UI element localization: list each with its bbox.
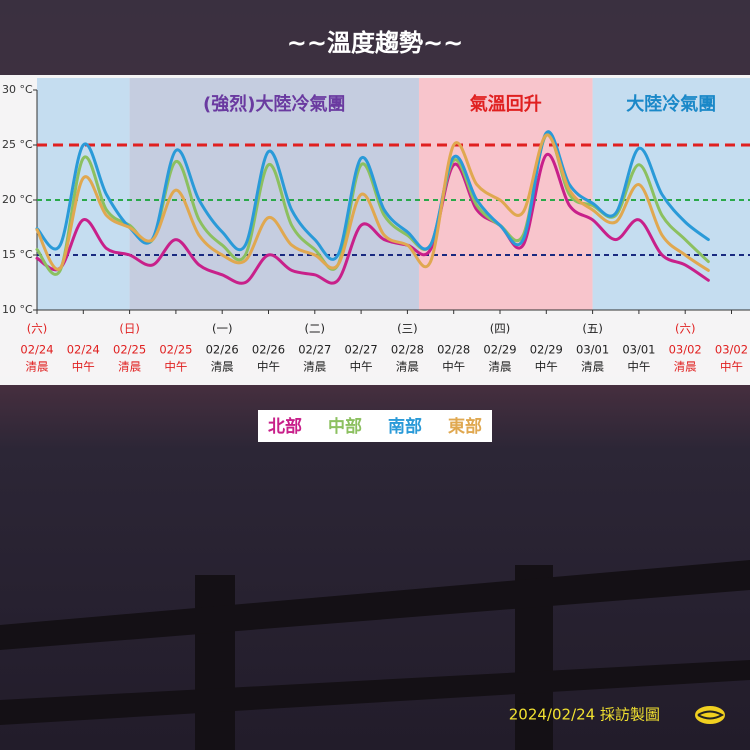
y-tick-label: 15 °C bbox=[2, 248, 33, 261]
region-label: 大陸冷氣團 bbox=[626, 93, 716, 115]
x-tick-label: 02/28 bbox=[391, 343, 424, 357]
fence bbox=[0, 560, 750, 750]
region bbox=[129, 78, 419, 310]
x-period-label: 清晨 bbox=[396, 360, 419, 374]
logo-mark bbox=[697, 710, 724, 720]
x-tick-label: 03/02 bbox=[669, 343, 702, 357]
x-period-label: 中午 bbox=[350, 360, 373, 374]
series-line bbox=[35, 133, 710, 272]
x-weekday-label: (三) bbox=[397, 322, 417, 336]
x-period-label: 中午 bbox=[442, 360, 465, 374]
x-tick-label: 02/24 bbox=[20, 343, 53, 357]
x-tick-label: 02/27 bbox=[345, 343, 378, 357]
x-tick-label: 02/29 bbox=[530, 343, 563, 357]
x-period-label: 中午 bbox=[72, 360, 95, 374]
x-tick-label: 02/25 bbox=[113, 343, 146, 357]
region bbox=[592, 78, 750, 310]
x-period-label: 中午 bbox=[535, 360, 558, 374]
legend-entry: 東部 bbox=[448, 416, 482, 437]
legend-entry: 中部 bbox=[328, 416, 362, 437]
x-tick-label: 02/29 bbox=[483, 343, 516, 357]
credit: 2024/02/24 採訪製圖 bbox=[509, 706, 660, 724]
x-tick-label: 02/26 bbox=[252, 343, 285, 357]
x-weekday-label: (四) bbox=[490, 322, 510, 336]
x-period-label: 中午 bbox=[627, 360, 650, 374]
x-period-label: 清晨 bbox=[674, 360, 697, 374]
x-tick-label: 02/26 bbox=[206, 343, 239, 357]
x-tick-label: 02/25 bbox=[159, 343, 192, 357]
y-tick-label: 25 °C bbox=[2, 138, 33, 151]
x-tick-label: 03/02 bbox=[715, 343, 748, 357]
x-period-label: 中午 bbox=[720, 360, 743, 374]
x-period-label: 清晨 bbox=[26, 360, 49, 374]
region bbox=[37, 78, 130, 310]
x-period-label: 清晨 bbox=[118, 360, 141, 374]
legend-entry: 北部 bbox=[268, 416, 302, 437]
x-weekday-label: (六) bbox=[27, 322, 47, 336]
x-period-label: 清晨 bbox=[211, 360, 234, 374]
x-weekday-label: (二) bbox=[305, 322, 325, 336]
chart-title: ~~溫度趨勢~~ bbox=[287, 29, 463, 57]
y-tick-label: 10 °C bbox=[2, 303, 33, 316]
x-period-label: 中午 bbox=[257, 360, 280, 374]
x-weekday-label: (五) bbox=[582, 322, 602, 336]
x-tick-label: 02/28 bbox=[437, 343, 470, 357]
region-label: (強烈)大陸冷氣團 bbox=[203, 93, 345, 115]
x-weekday-label: (一) bbox=[212, 322, 232, 336]
y-tick-label: 30 °C bbox=[2, 83, 33, 96]
legend-entry: 南部 bbox=[388, 416, 422, 437]
x-tick-label: 03/01 bbox=[622, 343, 655, 357]
x-period-label: 清晨 bbox=[581, 360, 604, 374]
x-tick-label: 03/01 bbox=[576, 343, 609, 357]
x-period-label: 清晨 bbox=[303, 360, 326, 374]
x-tick-label: 02/27 bbox=[298, 343, 331, 357]
x-weekday-label: (六) bbox=[675, 322, 695, 336]
series-line bbox=[35, 153, 710, 285]
x-tick-label: 02/24 bbox=[67, 343, 100, 357]
region-label: 氣溫回升 bbox=[470, 93, 542, 115]
legend-box bbox=[258, 410, 492, 442]
x-period-label: 清晨 bbox=[489, 360, 512, 374]
x-weekday-label: (日) bbox=[119, 322, 139, 336]
y-tick-label: 20 °C bbox=[2, 193, 33, 206]
logo bbox=[695, 706, 725, 724]
x-period-label: 中午 bbox=[164, 360, 187, 374]
